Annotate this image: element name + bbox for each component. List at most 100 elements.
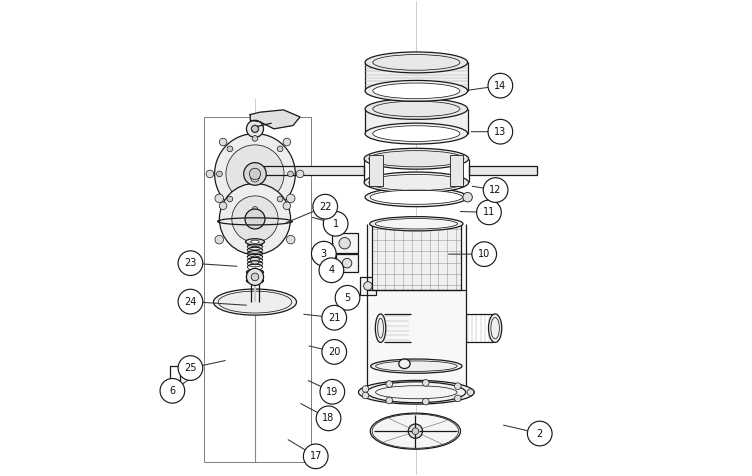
Circle shape xyxy=(227,196,232,202)
Text: 5: 5 xyxy=(344,293,350,303)
Circle shape xyxy=(160,378,185,403)
Circle shape xyxy=(386,397,393,404)
Circle shape xyxy=(251,215,259,223)
Circle shape xyxy=(215,194,223,203)
Text: 19: 19 xyxy=(326,387,338,397)
Circle shape xyxy=(232,196,278,242)
Circle shape xyxy=(477,200,502,225)
Circle shape xyxy=(250,173,259,182)
Circle shape xyxy=(335,286,360,310)
Circle shape xyxy=(206,170,214,178)
Circle shape xyxy=(488,119,513,144)
Circle shape xyxy=(178,251,203,276)
Ellipse shape xyxy=(251,240,259,243)
Ellipse shape xyxy=(365,52,468,73)
Circle shape xyxy=(214,134,296,214)
Circle shape xyxy=(412,428,419,435)
Circle shape xyxy=(362,392,368,399)
Polygon shape xyxy=(250,110,300,129)
Text: 21: 21 xyxy=(328,313,341,323)
Circle shape xyxy=(287,236,295,244)
Circle shape xyxy=(423,398,429,405)
Circle shape xyxy=(342,258,352,268)
Ellipse shape xyxy=(250,279,260,282)
Circle shape xyxy=(252,136,258,141)
Text: 12: 12 xyxy=(490,185,502,195)
Circle shape xyxy=(364,282,372,290)
Text: 23: 23 xyxy=(184,258,196,268)
Polygon shape xyxy=(265,166,364,175)
Ellipse shape xyxy=(250,270,260,274)
Circle shape xyxy=(319,258,344,283)
Circle shape xyxy=(250,256,259,265)
Circle shape xyxy=(472,242,496,267)
Circle shape xyxy=(252,207,258,212)
Polygon shape xyxy=(468,166,538,175)
Ellipse shape xyxy=(371,359,462,373)
Ellipse shape xyxy=(365,123,468,144)
Ellipse shape xyxy=(245,238,265,245)
Circle shape xyxy=(454,395,461,402)
Polygon shape xyxy=(365,109,468,134)
Ellipse shape xyxy=(364,149,468,169)
Circle shape xyxy=(277,146,283,152)
Circle shape xyxy=(296,170,304,178)
Ellipse shape xyxy=(370,217,463,231)
Bar xyxy=(205,117,311,462)
Circle shape xyxy=(252,126,258,132)
Circle shape xyxy=(313,194,338,219)
Bar xyxy=(372,224,461,290)
Text: 22: 22 xyxy=(319,202,332,212)
Circle shape xyxy=(283,202,291,209)
Circle shape xyxy=(322,339,347,364)
Ellipse shape xyxy=(375,314,386,342)
Ellipse shape xyxy=(489,314,502,342)
Circle shape xyxy=(226,145,284,203)
Polygon shape xyxy=(365,62,468,91)
Text: 3: 3 xyxy=(321,248,327,258)
Circle shape xyxy=(311,241,336,266)
Circle shape xyxy=(323,211,348,236)
Ellipse shape xyxy=(364,172,468,193)
Text: 2: 2 xyxy=(537,428,543,438)
Circle shape xyxy=(320,379,344,404)
Circle shape xyxy=(362,386,368,392)
Text: 14: 14 xyxy=(494,80,507,90)
Ellipse shape xyxy=(214,289,296,315)
Circle shape xyxy=(227,146,232,152)
Ellipse shape xyxy=(367,382,465,403)
Bar xyxy=(265,166,364,175)
Circle shape xyxy=(220,138,227,146)
Circle shape xyxy=(303,444,328,469)
Bar xyxy=(468,166,538,175)
Ellipse shape xyxy=(373,126,460,141)
Text: 17: 17 xyxy=(310,451,322,461)
Bar xyxy=(372,224,461,290)
Circle shape xyxy=(251,125,259,133)
Text: 10: 10 xyxy=(478,249,490,259)
Circle shape xyxy=(220,202,227,209)
Circle shape xyxy=(287,194,295,203)
Bar xyxy=(450,155,463,186)
Bar xyxy=(367,224,465,392)
Circle shape xyxy=(316,406,341,431)
Circle shape xyxy=(467,389,474,396)
Circle shape xyxy=(247,120,263,138)
Circle shape xyxy=(250,169,261,179)
Circle shape xyxy=(244,163,266,185)
Circle shape xyxy=(247,268,263,286)
Ellipse shape xyxy=(359,380,475,404)
Circle shape xyxy=(178,356,203,380)
Text: 1: 1 xyxy=(332,219,338,229)
Ellipse shape xyxy=(370,413,460,449)
Ellipse shape xyxy=(399,359,410,368)
Text: 11: 11 xyxy=(483,208,495,218)
Ellipse shape xyxy=(370,190,462,204)
Circle shape xyxy=(178,289,203,314)
Ellipse shape xyxy=(247,274,263,280)
Bar xyxy=(360,277,375,295)
Circle shape xyxy=(277,196,283,202)
Circle shape xyxy=(245,209,265,229)
Text: 4: 4 xyxy=(329,265,335,275)
Circle shape xyxy=(339,238,350,249)
